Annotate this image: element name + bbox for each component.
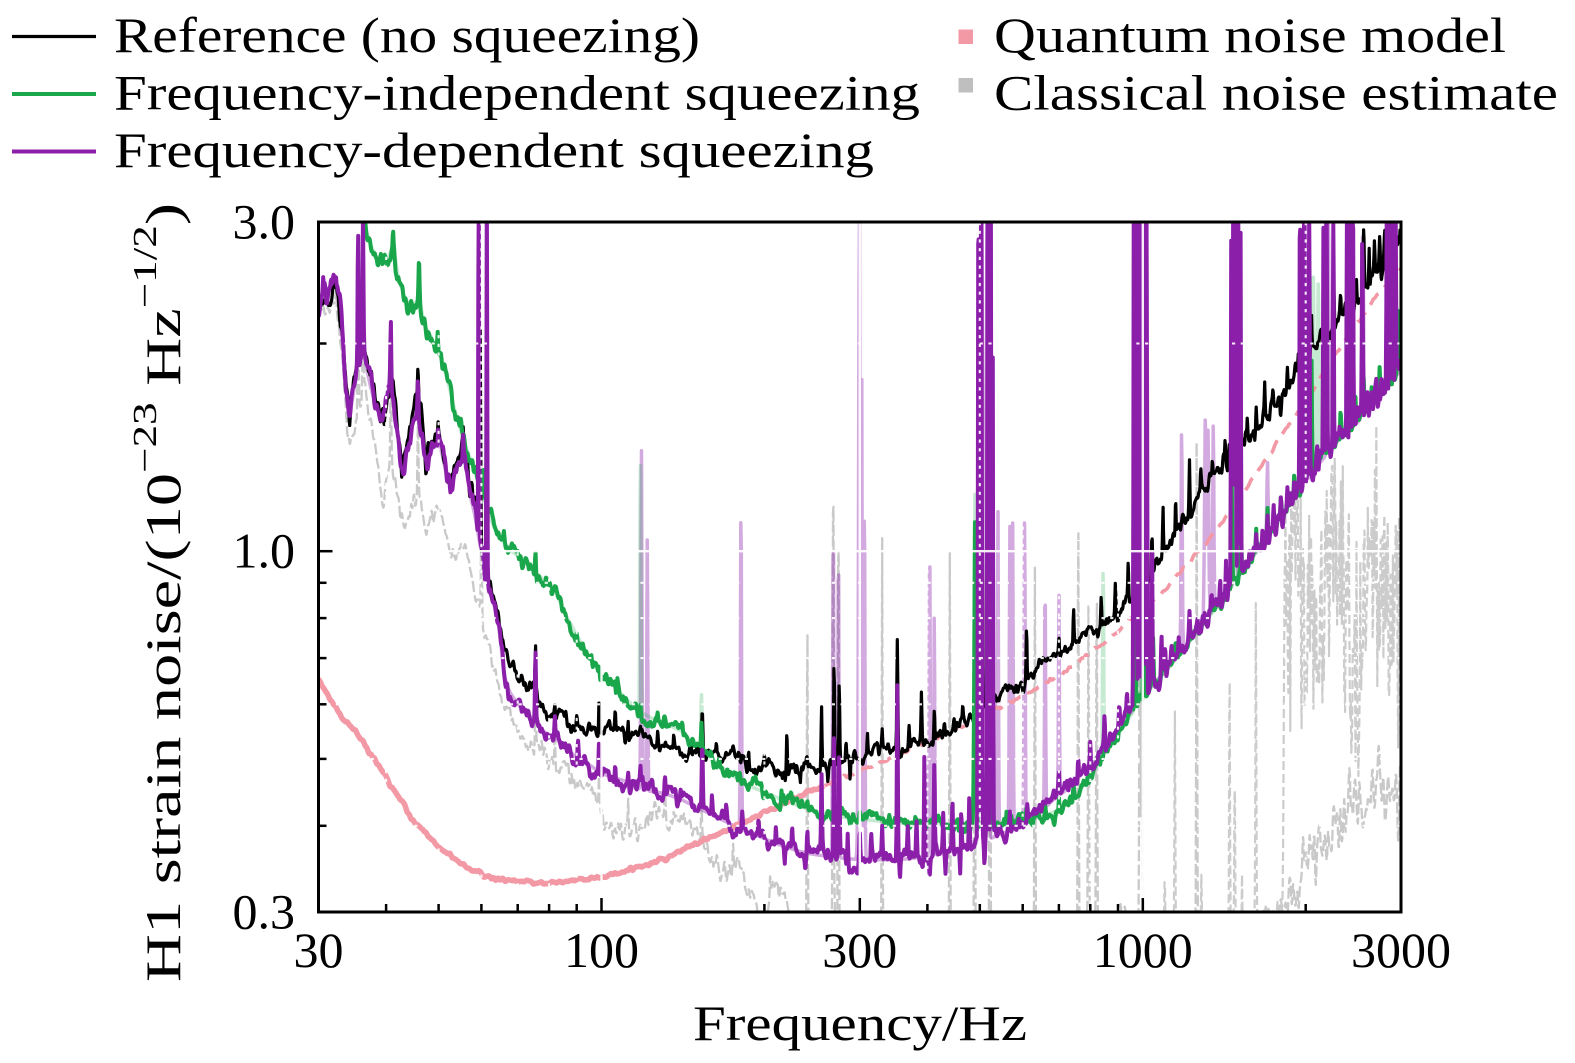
svg-text:Frequency/Hz: Frequency/Hz (693, 995, 1027, 1051)
svg-text:30: 30 (294, 922, 344, 978)
svg-text:3.0: 3.0 (233, 194, 296, 250)
svg-text:3000: 3000 (1351, 922, 1451, 978)
svg-text:Frequency-independent squeezin: Frequency-independent squeezing (114, 65, 920, 121)
svg-text:0.3: 0.3 (233, 884, 296, 940)
svg-text:1.0: 1.0 (233, 523, 296, 579)
svg-text:Reference (no squeezing): Reference (no squeezing) (114, 7, 700, 63)
svg-text:Quantum noise model: Quantum noise model (994, 7, 1506, 63)
svg-text:100: 100 (564, 922, 639, 978)
svg-text:H1 strain noise/(10−23 Hz−1/2): H1 strain noise/(10−23 Hz−1/2) (127, 203, 191, 982)
svg-text:Frequency-dependent squeezing: Frequency-dependent squeezing (114, 122, 874, 178)
svg-text:1000: 1000 (1093, 922, 1193, 978)
svg-text:Classical noise estimate: Classical noise estimate (994, 65, 1558, 121)
svg-text:300: 300 (822, 922, 897, 978)
